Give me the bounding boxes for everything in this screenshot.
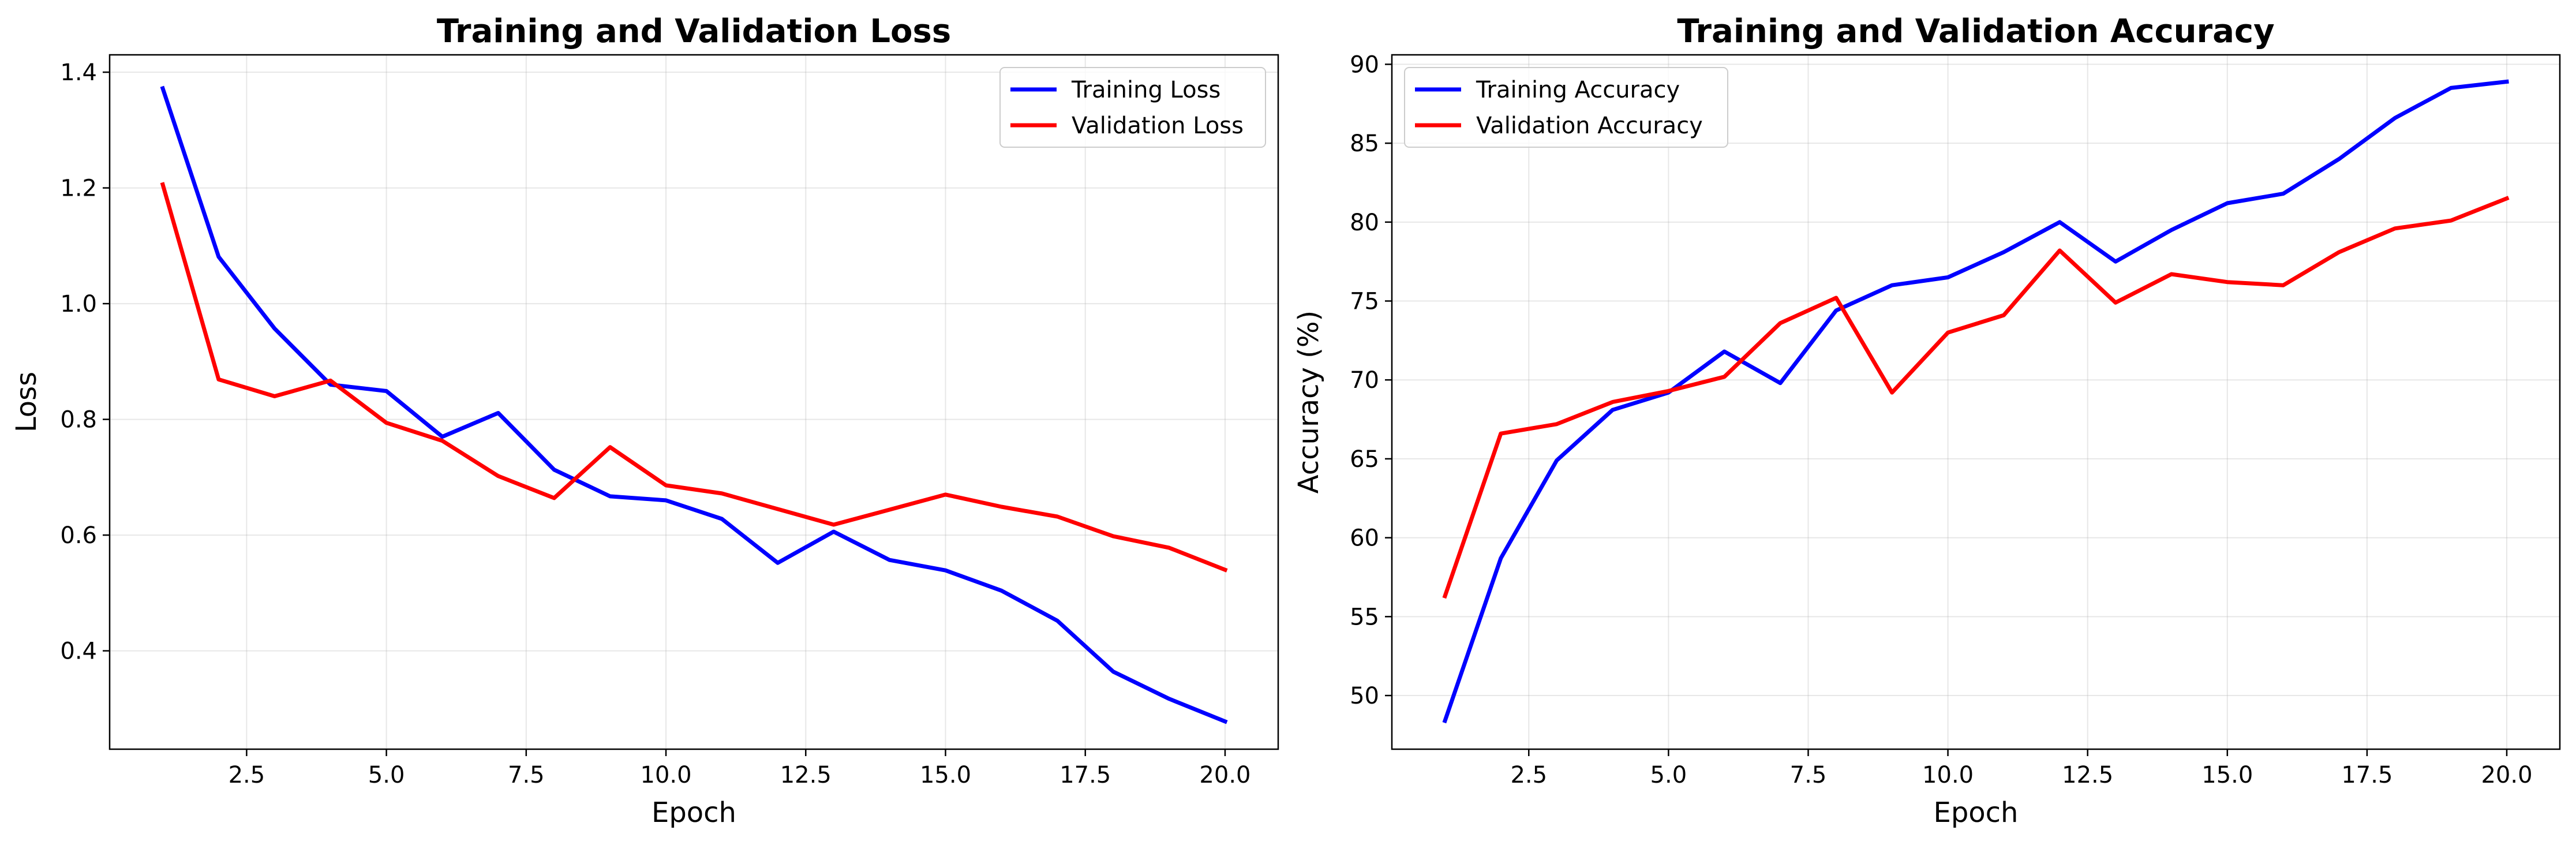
x-tick-label: 2.5: [229, 762, 265, 788]
series-line-training-loss: [160, 85, 1228, 724]
y-tick-label: 1.4: [60, 59, 97, 86]
chart-panel-0: 2.5 5.0 7.5 10.0 12.5 15.0 17.5 20.0 0.4 0.6 0.8 1.…: [10, 13, 1279, 829]
x-tick-label: 2.5: [1510, 762, 1547, 788]
legend-box: [999, 67, 1266, 148]
legend-label: Validation Accuracy: [1476, 113, 1703, 139]
y-tick-label: 65: [1350, 446, 1379, 473]
x-axis-label: Epoch: [652, 797, 736, 829]
y-tick-label: 75: [1350, 289, 1379, 315]
x-tick-label: 5.0: [368, 762, 405, 788]
chart-title: Training and Validation Loss: [437, 13, 951, 50]
y-tick-label: 1.0: [60, 291, 97, 317]
y-tick-label: 80: [1350, 210, 1379, 236]
x-tick-label: 12.5: [2062, 762, 2113, 788]
x-tick-label: 20.0: [2481, 762, 2532, 788]
x-tick-label: 17.5: [2341, 762, 2392, 788]
y-tick-label: 1.2: [60, 175, 97, 202]
legend-box: [1404, 67, 1728, 148]
y-tick-label: 50: [1350, 683, 1379, 709]
y-axis-label: Loss: [10, 372, 43, 432]
y-tick-label: 0.4: [60, 638, 97, 665]
y-tick-label: 0.6: [60, 522, 97, 549]
legend: Training Loss Validation Loss: [999, 67, 1266, 148]
y-tick-label: 90: [1350, 51, 1379, 78]
legend-label: Training Accuracy: [1476, 77, 1680, 103]
legend-label: Validation Loss: [1072, 113, 1244, 139]
x-axis-label: Epoch: [1934, 797, 2019, 829]
y-tick-label: 55: [1350, 604, 1379, 630]
y-tick-label: 85: [1350, 130, 1379, 157]
y-tick-label: 70: [1350, 367, 1379, 394]
x-tick-label: 5.0: [1650, 762, 1687, 788]
x-tick-label: 20.0: [1199, 762, 1250, 788]
legend-label: Training Loss: [1071, 77, 1220, 103]
y-axis-label: Accuracy (%): [1293, 311, 1325, 493]
chart-panel-1: 2.5 5.0 7.5 10.0 12.5 15.0 17.5 20.0 50 55 60 65 70 7…: [1293, 13, 2561, 829]
x-tick-label: 7.5: [1790, 762, 1827, 788]
x-tick-label: 17.5: [1059, 762, 1111, 788]
x-tick-label: 15.0: [2201, 762, 2253, 788]
y-tick-label: 0.8: [60, 407, 97, 433]
x-tick-label: 10.0: [1922, 762, 1974, 788]
chart-title: Training and Validation Accuracy: [1677, 13, 2274, 50]
x-tick-label: 12.5: [780, 762, 832, 788]
x-tick-label: 15.0: [920, 762, 971, 788]
axes-frame: [108, 54, 1279, 750]
axes-frame: [1391, 54, 2561, 750]
y-tick-label: 60: [1350, 525, 1379, 552]
series-line-training-accuracy: [1442, 79, 2509, 724]
series-line-validation-accuracy: [1442, 196, 2510, 599]
x-tick-label: 7.5: [508, 762, 545, 788]
legend: Training Accuracy Validation Accuracy: [1404, 67, 1728, 148]
x-tick-label: 10.0: [641, 762, 692, 788]
series-line-validation-loss: [160, 182, 1228, 573]
